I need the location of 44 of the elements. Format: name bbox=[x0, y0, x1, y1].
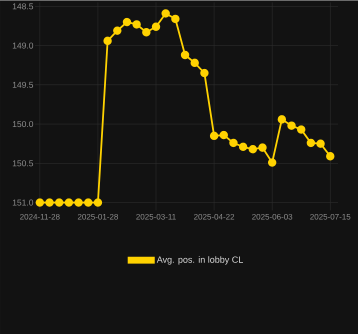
point bbox=[229, 138, 238, 147]
point bbox=[278, 114, 286, 124]
y-tick-label: 148.5 bbox=[12, 3, 34, 10]
y-tick-label: 150.0 bbox=[12, 120, 34, 127]
point bbox=[248, 144, 258, 154]
y-tick-label: 151.0 bbox=[12, 199, 34, 206]
legend-label: Avg. pos. in lobby CL bbox=[156, 256, 243, 264]
point bbox=[45, 198, 54, 207]
point bbox=[210, 131, 218, 140]
point bbox=[268, 158, 276, 167]
point bbox=[132, 20, 141, 28]
point bbox=[200, 68, 209, 78]
point bbox=[161, 9, 170, 18]
point bbox=[64, 198, 74, 207]
point bbox=[180, 50, 190, 59]
x-tick-label: 2025-06-03 bbox=[252, 214, 292, 220]
y-tick-label: 149.0 bbox=[12, 42, 34, 48]
point bbox=[220, 130, 228, 140]
point bbox=[94, 198, 102, 207]
point bbox=[171, 14, 180, 23]
y-tick-label: 149.5 bbox=[12, 82, 34, 88]
point bbox=[287, 121, 296, 130]
point bbox=[84, 198, 92, 207]
point bbox=[113, 26, 122, 35]
y-tick-label: 150.5 bbox=[12, 160, 34, 166]
point bbox=[326, 152, 334, 160]
point bbox=[103, 36, 112, 45]
x-tick-label: 2025-07-15 bbox=[310, 214, 350, 220]
x-tick-label: 2024-11-28 bbox=[20, 214, 60, 220]
point bbox=[258, 143, 267, 152]
point bbox=[316, 139, 325, 148]
point bbox=[122, 18, 132, 26]
point bbox=[74, 198, 83, 207]
point bbox=[36, 198, 44, 207]
point bbox=[297, 125, 306, 134]
point bbox=[190, 58, 199, 67]
x-tick-label: 2025-03-11 bbox=[136, 214, 176, 220]
x-tick-label: 2025-04-22 bbox=[194, 214, 234, 220]
point bbox=[238, 142, 248, 151]
point bbox=[306, 138, 316, 147]
point bbox=[55, 198, 64, 207]
point bbox=[142, 28, 151, 36]
x-tick-label: 2025-01-28 bbox=[78, 214, 118, 220]
point bbox=[152, 22, 160, 31]
